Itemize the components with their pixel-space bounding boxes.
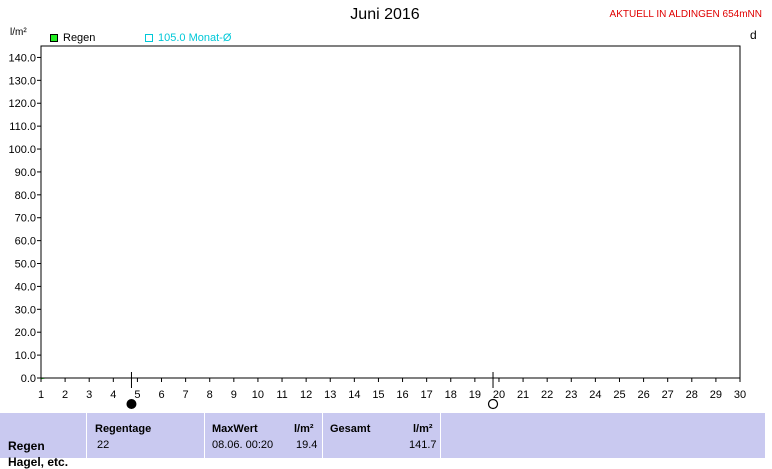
summary-row-label-cell: Regen Hagel, etc. <box>0 413 87 458</box>
y-tick-label: 100.0 <box>8 144 36 156</box>
legend-rain: Regen <box>50 32 95 44</box>
x-tick-label: 6 <box>158 389 164 401</box>
legend-rain-label: Regen <box>63 32 95 44</box>
rain-chart: 0.0 10.0 20.0 30.0 40.0 50.0 60.0 70.0 80.0 90.0 1… <box>0 0 772 413</box>
legend-monthly-average: 105.0 Monat-Ø <box>145 32 231 44</box>
x-tick-label: 3 <box>86 389 92 401</box>
new-moon-icon <box>127 400 136 409</box>
x-tick-label: 23 <box>565 389 577 401</box>
x-tick-label: 7 <box>183 389 189 401</box>
gesamt-header: Gesamt <box>330 423 370 435</box>
x-tick-label: 12 <box>300 389 312 401</box>
y-tick-label: 140.0 <box>8 52 36 64</box>
y-tick-label: 10.0 <box>15 350 36 362</box>
y-tick-label: 0.0 <box>21 373 36 385</box>
x-tick-label: 9 <box>231 389 237 401</box>
y-tick-label: 60.0 <box>15 236 36 248</box>
y-tick-label: 40.0 <box>15 281 36 293</box>
y-tick-label: 20.0 <box>15 327 36 339</box>
x-tick-label: 2 <box>62 389 68 401</box>
x-tick-label: 13 <box>324 389 336 401</box>
summary-row-label: Regen <box>8 439 45 453</box>
y-tick-label: 130.0 <box>8 75 36 87</box>
station-label: AKTUELL IN ALDINGEN 654mNN <box>610 9 762 20</box>
x-tick-label: 25 <box>613 389 625 401</box>
chart-axes <box>37 46 740 382</box>
x-tick-label: 4 <box>110 389 116 401</box>
x-tick-label: 10 <box>252 389 264 401</box>
x-tick-label: 30 <box>734 389 746 401</box>
x-tick-label: 15 <box>372 389 384 401</box>
summary-row-label-2: Hagel, etc. <box>8 455 68 469</box>
summary-table: Regen Hagel, etc. Regentage 22 MaxWert l… <box>0 413 772 458</box>
summary-empty-cell <box>441 413 772 458</box>
x-tick-label: 29 <box>710 389 722 401</box>
legend-monthly-label: 105.0 Monat-Ø <box>158 32 231 44</box>
maxwert-cell: MaxWert l/m² 08.06. 00:20 19.4 <box>205 413 323 458</box>
legend-rain-swatch <box>50 34 58 42</box>
maxwert-date: 08.06. 00:20 <box>212 439 273 451</box>
legend-monthly-swatch <box>145 34 153 42</box>
maxwert-unit: l/m² <box>294 423 314 435</box>
x-tick-label: 26 <box>637 389 649 401</box>
x-tick-label: 21 <box>517 389 529 401</box>
x-tick-label: 16 <box>396 389 408 401</box>
maxwert-header: MaxWert <box>212 423 258 435</box>
y-tick-label: 30.0 <box>15 304 36 316</box>
x-tick-label: 17 <box>421 389 433 401</box>
x-tick-label: 5 <box>134 389 140 401</box>
x-tick-label: 8 <box>207 389 213 401</box>
gesamt-unit: l/m² <box>413 423 433 435</box>
y-tick-label: 80.0 <box>15 190 36 202</box>
x-tick-label: 14 <box>348 389 360 401</box>
regentage-header: Regentage <box>95 423 151 435</box>
cut-off-text: d <box>750 28 757 42</box>
x-tick-label: 28 <box>686 389 698 401</box>
x-tick-label: 18 <box>445 389 457 401</box>
x-tick-label: 27 <box>662 389 674 401</box>
right-edge-strip <box>765 40 772 458</box>
plot-frame <box>41 46 740 378</box>
y-axis-unit: l/m² <box>10 27 27 38</box>
y-tick-label: 50.0 <box>15 259 36 271</box>
gesamt-value: 141.7 <box>409 439 437 451</box>
x-tick-label: 1 <box>38 389 44 401</box>
full-moon-icon <box>489 400 498 409</box>
x-tick-label: 11 <box>276 389 287 401</box>
y-tick-label: 90.0 <box>15 167 36 179</box>
gesamt-cell: Gesamt l/m² 141.7 <box>323 413 441 458</box>
maxwert-value: 19.4 <box>296 439 317 451</box>
chart-title: Juni 2016 <box>330 6 440 24</box>
y-tick-label: 120.0 <box>8 98 36 110</box>
x-tick-label: 19 <box>469 389 481 401</box>
x-tick-label: 24 <box>589 389 601 401</box>
y-tick-label: 70.0 <box>15 213 36 225</box>
regentage-value: 22 <box>97 439 109 451</box>
x-tick-label: 22 <box>541 389 553 401</box>
y-tick-label: 110.0 <box>9 121 36 133</box>
regentage-cell: Regentage 22 <box>87 413 205 458</box>
y-tick-labels: 0.0 10.0 20.0 30.0 40.0 50.0 60.0 70.0 80.0 90.0 1… <box>8 52 36 385</box>
